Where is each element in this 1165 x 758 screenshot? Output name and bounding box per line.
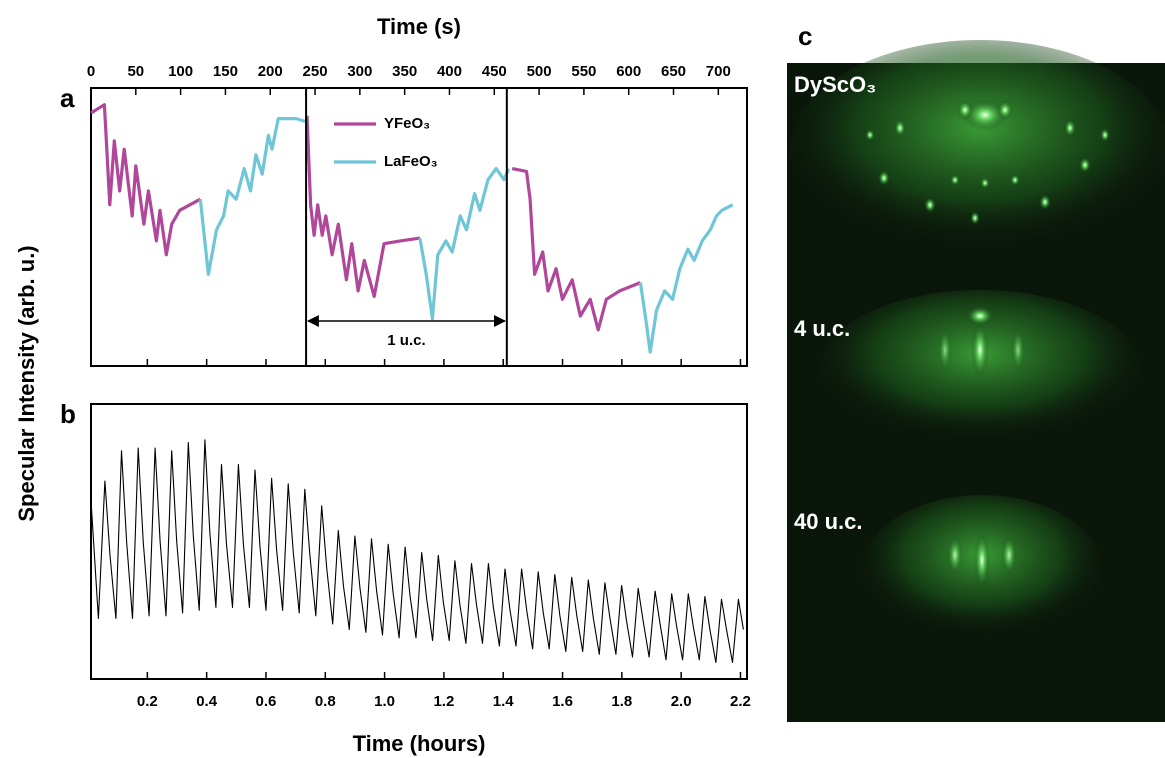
rheed-ring bbox=[865, 119, 1110, 225]
rheed-spot bbox=[966, 306, 994, 326]
rheed-streak bbox=[938, 328, 952, 372]
x-tick-label: 600 bbox=[616, 63, 641, 80]
x-tick-label: 200 bbox=[258, 63, 283, 80]
y-axis-title: Specular Intensity (arb. u.) bbox=[14, 245, 39, 521]
data-line bbox=[198, 117, 734, 354]
x-tick-label: 500 bbox=[527, 63, 552, 80]
x-tick-label: 450 bbox=[482, 63, 507, 80]
x-tick-label: 1.4 bbox=[493, 693, 515, 710]
x-tick-label: 0.8 bbox=[315, 693, 336, 710]
x-tick-label: 150 bbox=[213, 63, 238, 80]
x-tick-label: 250 bbox=[303, 63, 328, 80]
rheed-streak bbox=[1011, 328, 1025, 372]
rheed-streak bbox=[1001, 535, 1017, 575]
rheed-spot bbox=[963, 99, 1007, 131]
data-line bbox=[90, 439, 744, 664]
x-tick-label: 0.4 bbox=[196, 693, 218, 710]
x-tick-label: 1.2 bbox=[433, 693, 454, 710]
x-tick-label: 1.8 bbox=[611, 693, 632, 710]
rheed-spot bbox=[997, 100, 1013, 120]
x-tick-label: 0.6 bbox=[256, 693, 277, 710]
panel-label: c bbox=[798, 21, 812, 51]
rheed-label: 4 u.c. bbox=[794, 316, 850, 341]
plot-frame bbox=[90, 87, 748, 367]
x-axis-title: Time (s) bbox=[377, 14, 461, 39]
legend-label: LaFeO₃ bbox=[384, 153, 438, 170]
x-tick-label: 350 bbox=[392, 63, 417, 80]
rheed-streak bbox=[947, 535, 963, 575]
rheed-streak bbox=[974, 532, 990, 588]
x-tick-label: 300 bbox=[347, 63, 372, 80]
x-tick-label: 1.0 bbox=[374, 693, 395, 710]
x-axis-title: Time (hours) bbox=[353, 731, 486, 756]
x-tick-label: 550 bbox=[571, 63, 596, 80]
x-tick-label: 400 bbox=[437, 63, 462, 80]
annotation: 1 u.c. bbox=[387, 332, 425, 349]
x-tick-label: 2.0 bbox=[671, 693, 692, 710]
x-tick-label: 100 bbox=[168, 63, 193, 80]
rheed-spot bbox=[957, 100, 973, 120]
x-tick-label: 700 bbox=[706, 63, 731, 80]
legend-label: YFeO₃ bbox=[384, 115, 430, 132]
panel-label: b bbox=[60, 399, 76, 429]
data-line bbox=[90, 103, 641, 332]
rheed-panel: c DyScO₃ 4 u.c. 40 u.c. bbox=[787, 21, 1165, 722]
x-tick-label: 0 bbox=[87, 63, 95, 80]
plot-frame bbox=[90, 403, 748, 680]
rheed-haze bbox=[790, 40, 1165, 260]
x-tick-label: 2.2 bbox=[730, 693, 751, 710]
rheed-label: 40 u.c. bbox=[794, 509, 862, 534]
rheed-label: DyScO₃ bbox=[794, 72, 876, 97]
x-tick-label: 650 bbox=[661, 63, 686, 80]
x-tick-label: 0.2 bbox=[137, 693, 158, 710]
rheed-streak bbox=[971, 322, 989, 378]
x-tick-label: 1.6 bbox=[552, 693, 573, 710]
x-tick-label: 50 bbox=[127, 63, 144, 80]
panel-label: a bbox=[60, 83, 75, 113]
